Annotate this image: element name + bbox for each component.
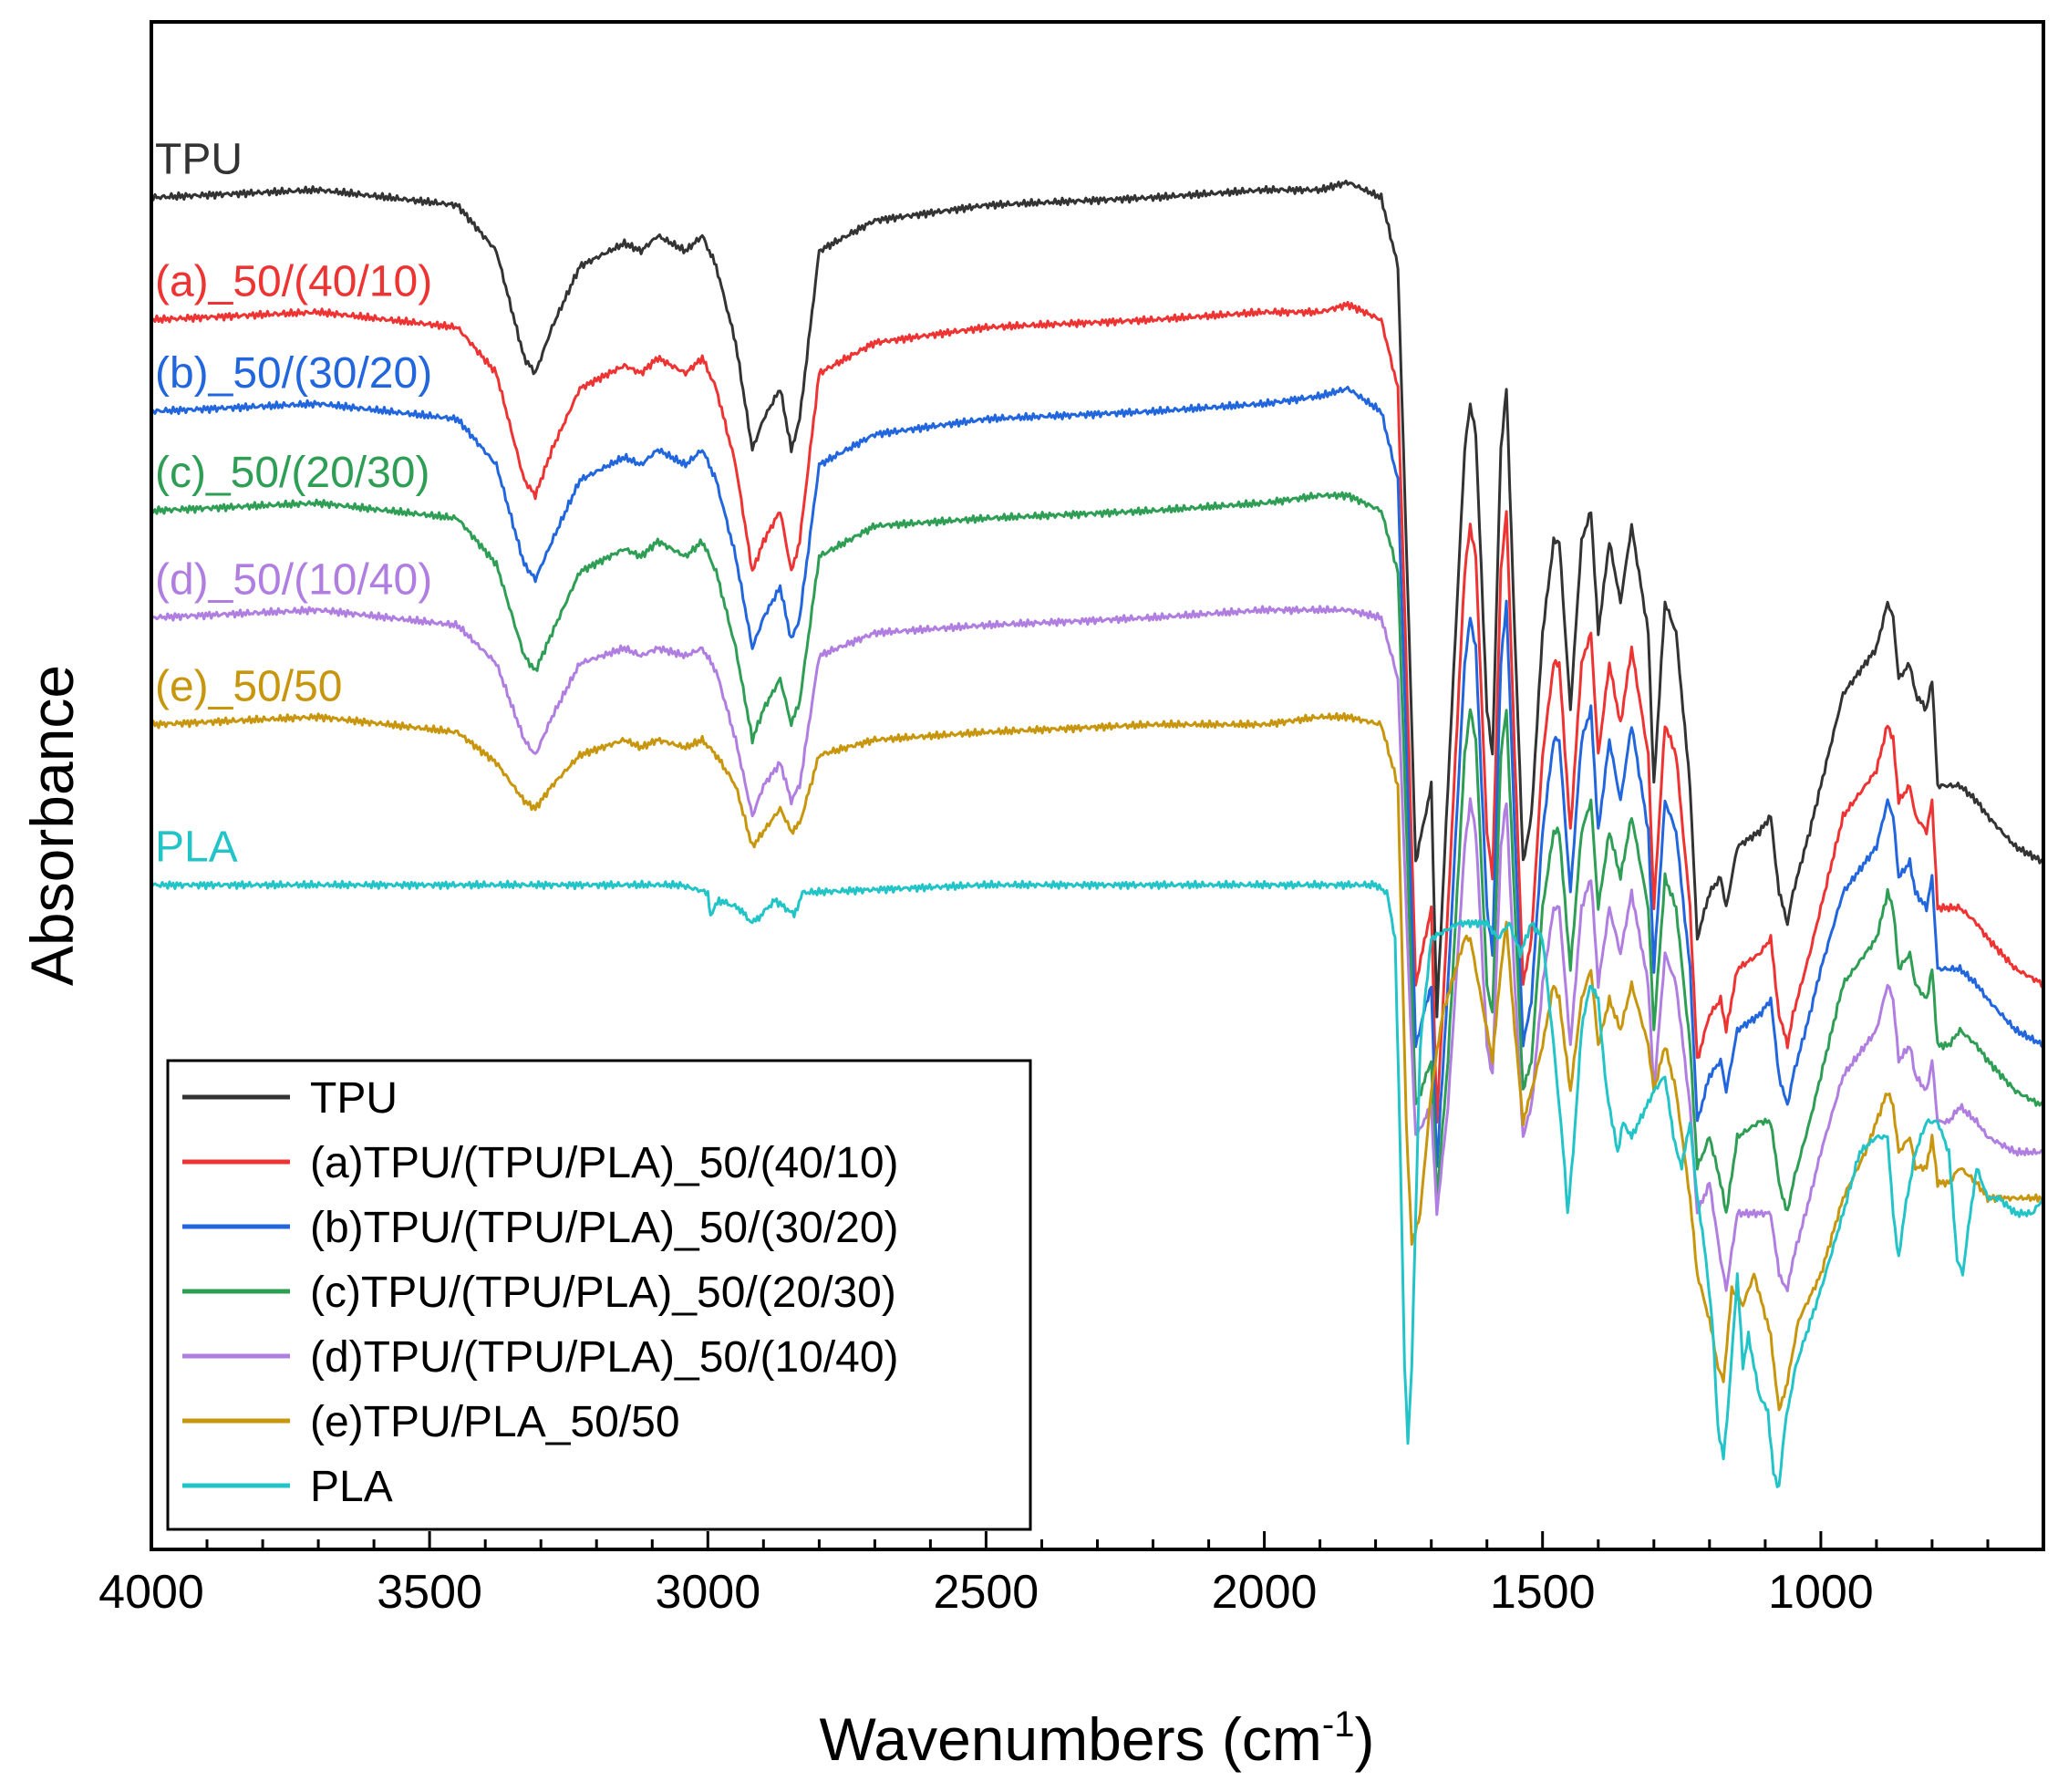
x-tick-label-2000: 2000 bbox=[1212, 1566, 1318, 1619]
curve-labels-group: TPU (a)_50/(40/10) (b)_50/(30/20) (c)_50/(2… bbox=[155, 136, 432, 872]
x-tick-label-3500: 3500 bbox=[377, 1566, 482, 1619]
curve-label-1: (a)_50/(40/10) bbox=[155, 258, 432, 306]
series-line-5 bbox=[150, 711, 2044, 1412]
series-line-4 bbox=[150, 605, 2045, 1292]
legend-label-2: (b)TPU/(TPU/PLA)_50/(30/20) bbox=[310, 1204, 899, 1252]
curve-label-5: (e)_50/50 bbox=[155, 663, 342, 711]
series-line-6 bbox=[150, 879, 2045, 1488]
x-axis-ticks bbox=[150, 1531, 2045, 1549]
series-line-1 bbox=[150, 301, 2045, 1124]
series-line-3 bbox=[150, 491, 2045, 1214]
curve-label-4: (d)_50/(10/40) bbox=[155, 555, 432, 604]
legend-label-5: (e)TPU/PLA_50/50 bbox=[310, 1398, 680, 1446]
x-tick-label-1500: 1500 bbox=[1490, 1566, 1596, 1619]
x-tick-label-1000: 1000 bbox=[1768, 1566, 1874, 1619]
y-axis-title: Absorbance bbox=[18, 665, 86, 986]
curve-label-0: TPU bbox=[155, 136, 243, 184]
series-line-2 bbox=[150, 386, 2044, 1168]
legend-label-0: TPU bbox=[310, 1074, 398, 1123]
series-line-0 bbox=[150, 180, 2045, 1019]
x-axis-title: Wavenumbers (cm-1) bbox=[820, 1704, 1375, 1773]
x-tick-label-3000: 3000 bbox=[655, 1566, 760, 1619]
legend-label-3: (c)TPU/(TPU/PLA)_50/(20/30) bbox=[310, 1269, 896, 1317]
curve-label-3: (c)_50/(20/30) bbox=[155, 449, 429, 497]
curve-label-6: PLA bbox=[155, 823, 238, 871]
legend-box bbox=[166, 1059, 1032, 1531]
x-axis-tick-labels: 4000 3500 3000 2500 2000 1500 1000 bbox=[98, 1566, 1874, 1619]
plot-series-group bbox=[150, 180, 2045, 1488]
legend-label-1: (a)TPU/(TPU/PLA)_50/(40/10) bbox=[310, 1139, 899, 1187]
legend-label-6: PLA bbox=[310, 1463, 393, 1511]
legend-label-4: (d)TPU/(TPU/PLA)_50/(10/40) bbox=[310, 1333, 899, 1382]
legend: TPU (a)TPU/(TPU/PLA)_50/(40/10) (b)TPU/(TP… bbox=[166, 1059, 1032, 1531]
x-tick-label-2500: 2500 bbox=[934, 1566, 1039, 1619]
x-tick-label-4000: 4000 bbox=[98, 1566, 204, 1619]
curve-label-2: (b)_50/(30/20) bbox=[155, 349, 432, 398]
